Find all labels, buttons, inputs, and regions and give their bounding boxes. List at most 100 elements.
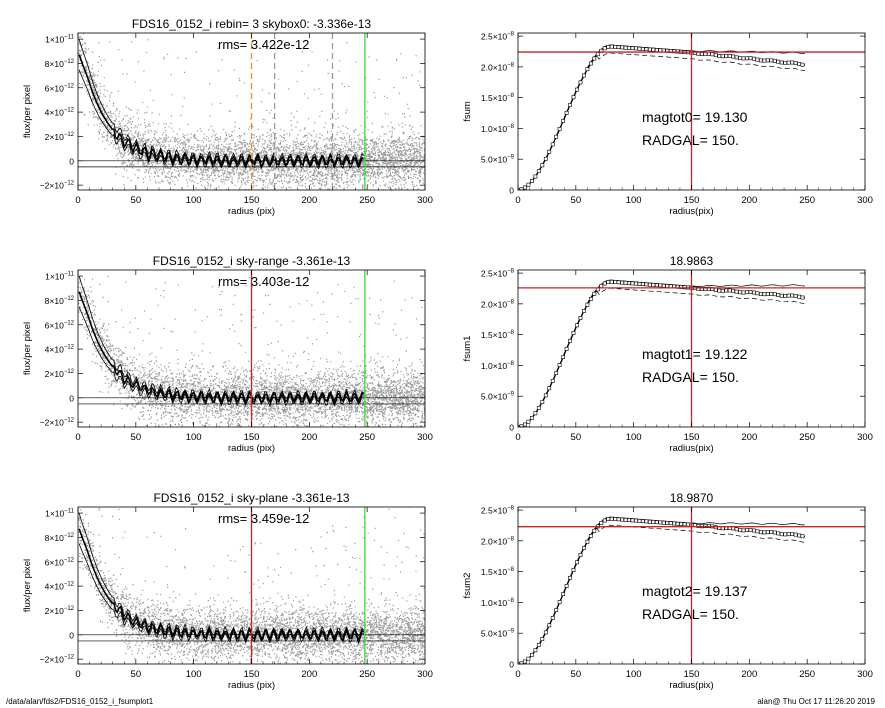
data-point (658, 520, 663, 525)
chart-title: FDS16_0152_i sky-plane -3.361e-13 (153, 491, 349, 505)
x-tick-label: 0 (75, 669, 80, 680)
data-point (571, 568, 576, 572)
y-tick-label: 8×10−12 (45, 533, 75, 543)
data-point (564, 583, 569, 588)
data-point (772, 58, 777, 63)
y-tick-label: 1×10−11 (45, 272, 75, 282)
profile-envelope-line (78, 276, 364, 403)
x-tick-label: 300 (417, 669, 433, 680)
data-point (533, 411, 538, 416)
data-point (779, 60, 784, 65)
data-point (550, 378, 555, 383)
data-point (571, 331, 576, 335)
x-tick-label: 250 (359, 195, 375, 206)
data-point (550, 142, 555, 147)
x-tick-label: 200 (741, 432, 757, 443)
data-point (519, 187, 524, 190)
y-tick-label: 6×10−12 (45, 320, 75, 330)
chart-panel-6: magtot2= 19.137 RADGAL= 150. 0 50 100 150 200 2… (462, 491, 873, 691)
y-tick-label: 1.5×10−8 (481, 330, 515, 340)
data-point (526, 182, 531, 187)
data-point (793, 532, 798, 537)
x-tick-label: 0 (75, 195, 80, 206)
x-axis-label: radius(pix) (669, 443, 713, 454)
chart-title: FDS16_0152_i rebin= 3 skybox0: -3.336e-1… (132, 17, 371, 31)
chart-panel-2: magtot0= 19.130 RADGAL= 150. 0 50 100 150 200 2… (462, 32, 873, 217)
x-tick-label: 50 (571, 669, 582, 680)
data-point (637, 518, 642, 523)
x-tick-label: 250 (359, 432, 375, 443)
data-point (772, 292, 777, 297)
y-tick-label: 2.0×10−8 (481, 62, 515, 72)
profile-envelope-line (78, 543, 364, 645)
x-axis-label: radius (pix) (228, 443, 275, 454)
data-point (630, 281, 635, 286)
data-point (519, 661, 524, 664)
x-tick-label: 100 (186, 195, 202, 206)
y-tick-label: 0 (509, 660, 514, 670)
data-point (762, 530, 767, 535)
y-axis-label: flux/per pixel (22, 559, 33, 612)
data-point (623, 45, 628, 50)
data-point (724, 288, 729, 293)
y-tick-label: 1×10−11 (45, 35, 75, 45)
data-point (550, 615, 555, 620)
data-point (609, 516, 614, 521)
data-point (529, 415, 534, 420)
x-tick-label: 100 (186, 432, 202, 443)
data-point (783, 60, 788, 65)
data-point (606, 517, 611, 521)
data-point (630, 46, 635, 51)
rms-annotation: rms= 3.459e-12 (218, 511, 309, 526)
data-point (602, 281, 607, 286)
data-point (529, 179, 534, 183)
data-point (745, 528, 749, 533)
data-point (793, 293, 798, 298)
data-point (654, 520, 659, 525)
data-point (755, 291, 760, 296)
data-point (758, 292, 763, 296)
data-point (588, 61, 593, 66)
x-tick-label: 250 (799, 669, 815, 680)
x-tick-label: 0 (515, 669, 520, 680)
data-point (620, 280, 625, 285)
data-point (640, 519, 645, 524)
data-point (765, 58, 770, 63)
data-point (654, 48, 659, 52)
data-point (533, 648, 538, 653)
data-point (786, 532, 791, 537)
data-point (620, 45, 625, 50)
data-point (783, 532, 788, 537)
data-point (627, 281, 631, 286)
data-point (557, 600, 562, 605)
data-point (526, 656, 531, 661)
y-tick-label: 2.5×10−8 (481, 32, 515, 42)
data-point (762, 292, 767, 297)
magtot-annotation: magtot2= 19.137 (642, 583, 748, 599)
y-axis-label: fsum1 (462, 336, 473, 362)
plot-area (78, 507, 425, 664)
data-point (786, 60, 791, 65)
data-point (536, 643, 541, 647)
data-point (644, 519, 649, 524)
data-point (790, 293, 795, 298)
data-point (651, 47, 656, 52)
profile-envelope-line (78, 306, 364, 408)
data-point (758, 530, 763, 535)
data-point (797, 294, 802, 299)
x-tick-label: 100 (186, 669, 202, 680)
profile-envelope-line (78, 39, 365, 166)
data-point (672, 521, 677, 526)
x-tick-label: 300 (417, 432, 433, 443)
data-point (797, 61, 802, 66)
data-point (640, 47, 645, 51)
data-point (665, 521, 670, 525)
x-axis-label: radius (pix) (228, 206, 275, 217)
data-point (724, 54, 729, 59)
y-axis-label: fsum2 (462, 573, 473, 599)
plot-area (518, 270, 865, 427)
data-point (651, 282, 656, 287)
data-point (637, 46, 642, 51)
x-tick-label: 100 (626, 195, 642, 206)
data-point (578, 553, 583, 557)
